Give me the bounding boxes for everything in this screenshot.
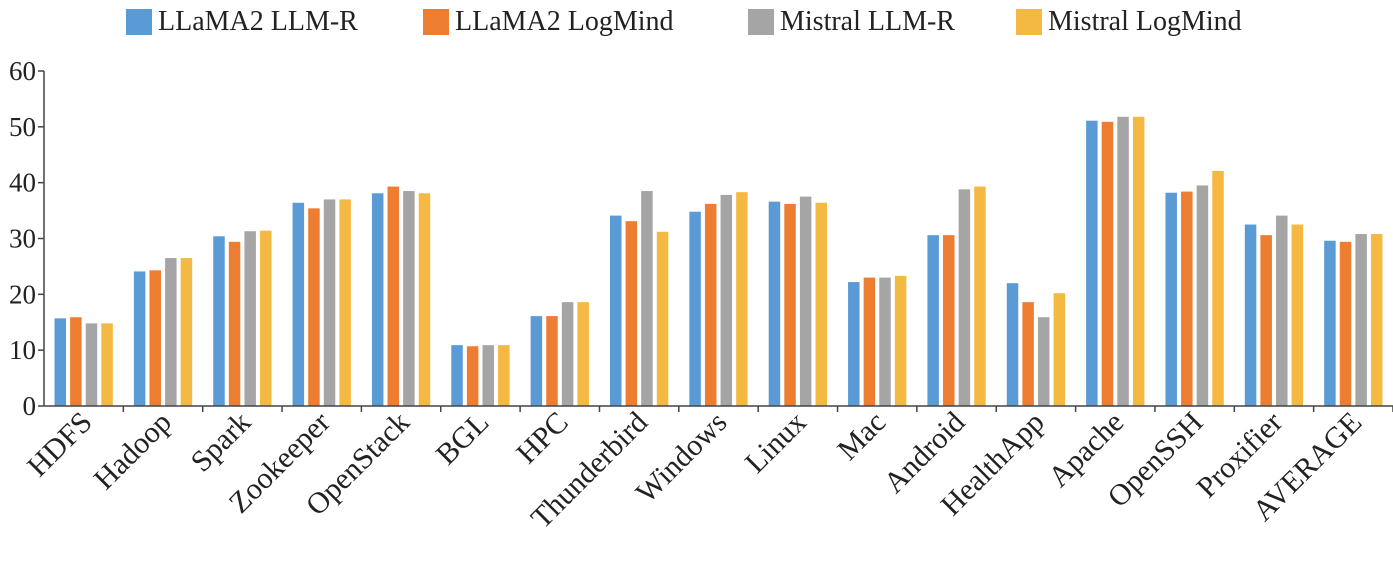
bar bbox=[418, 193, 431, 406]
legend-swatch bbox=[126, 9, 152, 35]
x-tick-label: Mac bbox=[831, 406, 892, 467]
bar bbox=[1291, 224, 1304, 406]
bar bbox=[54, 318, 67, 406]
bar bbox=[784, 203, 796, 406]
x-tick-label: Linux bbox=[739, 406, 813, 480]
bar bbox=[625, 221, 638, 406]
y-tick-label: 60 bbox=[9, 56, 36, 86]
bar bbox=[165, 258, 177, 406]
bar bbox=[561, 302, 574, 406]
bar bbox=[736, 192, 748, 406]
legend-item-mistral-llm-r: Mistral LLM-R bbox=[748, 5, 955, 39]
bar bbox=[466, 346, 479, 406]
bar bbox=[894, 275, 907, 406]
bar bbox=[546, 316, 558, 406]
bar bbox=[451, 345, 463, 406]
bar bbox=[228, 241, 241, 406]
x-tick-label: HPC bbox=[510, 406, 575, 471]
bar bbox=[974, 186, 986, 406]
bar bbox=[704, 203, 717, 406]
bar bbox=[1006, 283, 1019, 406]
bar bbox=[308, 208, 320, 406]
bar bbox=[609, 215, 622, 406]
bar bbox=[292, 202, 305, 406]
bar bbox=[799, 196, 812, 406]
bar bbox=[1181, 191, 1193, 406]
bar bbox=[1117, 116, 1129, 407]
legend-item-llama2-llm-r: LLaMA2 LLM-R bbox=[126, 5, 358, 39]
bar bbox=[1212, 170, 1224, 406]
bar bbox=[85, 323, 98, 406]
legend-label: Mistral LogMind bbox=[1048, 6, 1242, 37]
bar bbox=[656, 231, 669, 406]
bar bbox=[689, 211, 701, 406]
legend-label: Mistral LLM-R bbox=[780, 6, 955, 37]
bar bbox=[403, 191, 415, 406]
x-tick-label: BGL bbox=[430, 406, 496, 472]
bar bbox=[387, 186, 400, 406]
bar bbox=[371, 193, 384, 406]
bar bbox=[1053, 293, 1066, 406]
bar bbox=[530, 316, 543, 406]
bar bbox=[323, 199, 336, 406]
legend-label: LLaMA2 LLM-R bbox=[158, 6, 358, 37]
legend-item-llama2-logmind: LLaMA2 LogMind bbox=[423, 5, 674, 39]
legend-swatch bbox=[748, 9, 774, 35]
bar bbox=[260, 230, 272, 406]
x-tick-label: Spark bbox=[185, 406, 258, 479]
legend-swatch bbox=[1016, 9, 1042, 35]
bar bbox=[180, 258, 193, 406]
bar bbox=[848, 282, 860, 406]
y-tick-label: 10 bbox=[9, 335, 36, 365]
y-tick-label: 50 bbox=[9, 112, 36, 142]
legend-label: LLaMA2 LogMind bbox=[455, 6, 674, 37]
bar bbox=[1260, 235, 1272, 406]
bar bbox=[879, 277, 891, 406]
x-tick-label: Hadoop bbox=[87, 406, 177, 496]
bar bbox=[1339, 241, 1352, 406]
bar bbox=[498, 345, 510, 406]
legend: LLaMA2 LLM-R LLaMA2 LogMind Mistral LLM-… bbox=[0, 5, 1393, 39]
bar bbox=[1037, 317, 1050, 406]
bar bbox=[720, 194, 733, 406]
bar bbox=[958, 189, 971, 406]
bar bbox=[1101, 121, 1114, 406]
y-tick-label: 40 bbox=[9, 168, 36, 198]
bar bbox=[641, 191, 653, 406]
y-axis: 0 10 20 30 40 50 60 bbox=[9, 56, 45, 421]
bar bbox=[1370, 234, 1383, 406]
bar bbox=[482, 345, 494, 406]
bar bbox=[133, 271, 146, 406]
bar bbox=[244, 231, 256, 406]
y-tick-label: 0 bbox=[23, 391, 37, 421]
bar bbox=[577, 302, 589, 406]
bar bbox=[70, 317, 82, 406]
bar bbox=[768, 201, 781, 406]
bar bbox=[1276, 215, 1288, 406]
bar bbox=[339, 199, 351, 406]
y-tick-label: 30 bbox=[9, 224, 36, 254]
bar bbox=[1165, 192, 1177, 406]
bar bbox=[1132, 116, 1145, 407]
y-tick-label: 20 bbox=[9, 279, 36, 309]
bar bbox=[1196, 185, 1209, 406]
bar bbox=[1244, 224, 1257, 406]
bar bbox=[863, 277, 876, 406]
legend-swatch bbox=[423, 9, 449, 35]
legend-item-mistral-logmind: Mistral LogMind bbox=[1016, 5, 1242, 39]
bar bbox=[213, 236, 225, 406]
bar bbox=[943, 235, 955, 406]
bar bbox=[101, 323, 113, 406]
bar bbox=[1355, 234, 1367, 406]
bar bbox=[815, 202, 828, 406]
bar bbox=[1086, 120, 1098, 407]
bar bbox=[149, 270, 161, 406]
bar bbox=[1022, 302, 1034, 406]
bar bbox=[1324, 240, 1336, 406]
bar-group bbox=[54, 116, 1383, 407]
bar bbox=[927, 235, 939, 406]
